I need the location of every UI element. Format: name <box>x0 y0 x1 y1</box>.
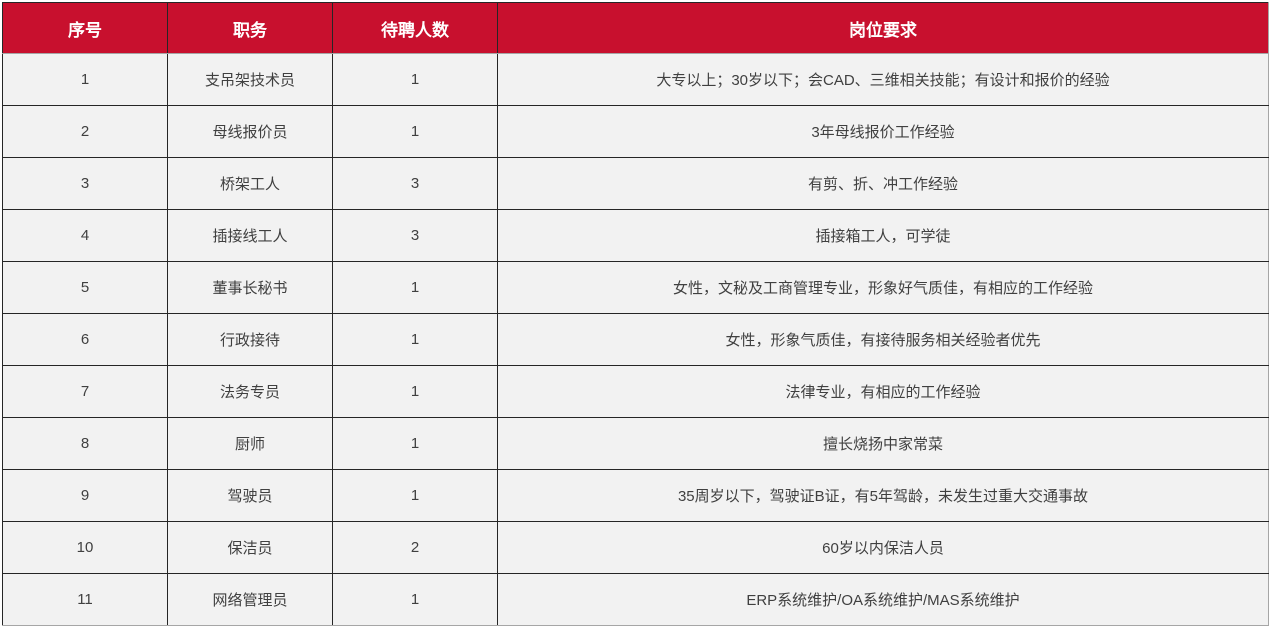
cell-count: 1 <box>332 53 498 106</box>
cell-no: 2 <box>2 105 168 158</box>
table-row: 1 支吊架技术员 1 大专以上；30岁以下；会CAD、三维相关技能；有设计和报价… <box>2 53 1269 106</box>
cell-position: 厨师 <box>167 417 333 470</box>
cell-position: 法务专员 <box>167 365 333 418</box>
table-row: 5 董事长秘书 1 女性，文秘及工商管理专业，形象好气质佳，有相应的工作经验 <box>2 261 1269 314</box>
table-row: 6 行政接待 1 女性，形象气质佳，有接待服务相关经验者优先 <box>2 313 1269 366</box>
cell-no: 5 <box>2 261 168 314</box>
cell-count: 1 <box>332 469 498 522</box>
cell-requirements: 35周岁以下，驾驶证B证，有5年驾龄，未发生过重大交通事故 <box>497 469 1269 522</box>
job-table-body: 1 支吊架技术员 1 大专以上；30岁以下；会CAD、三维相关技能；有设计和报价… <box>2 53 1269 626</box>
cell-count: 1 <box>332 417 498 470</box>
table-row: 3 桥架工人 3 有剪、折、冲工作经验 <box>2 157 1269 210</box>
header-cell-no: 序号 <box>2 2 168 54</box>
cell-no: 8 <box>2 417 168 470</box>
cell-requirements: 大专以上；30岁以下；会CAD、三维相关技能；有设计和报价的经验 <box>497 53 1269 106</box>
cell-no: 3 <box>2 157 168 210</box>
table-row: 8 厨师 1 擅长烧扬中家常菜 <box>2 417 1269 470</box>
cell-requirements: ERP系统维护/OA系统维护/MAS系统维护 <box>497 573 1269 626</box>
cell-requirements: 法律专业，有相应的工作经验 <box>497 365 1269 418</box>
cell-count: 1 <box>332 261 498 314</box>
cell-no: 7 <box>2 365 168 418</box>
cell-position: 行政接待 <box>167 313 333 366</box>
cell-requirements: 擅长烧扬中家常菜 <box>497 417 1269 470</box>
job-table-header: 序号 职务 待聘人数 岗位要求 <box>2 2 1269 54</box>
header-cell-position: 职务 <box>167 2 333 54</box>
cell-position: 桥架工人 <box>167 157 333 210</box>
table-row: 2 母线报价员 1 3年母线报价工作经验 <box>2 105 1269 158</box>
cell-no: 4 <box>2 209 168 262</box>
cell-no: 6 <box>2 313 168 366</box>
table-row: 9 驾驶员 1 35周岁以下，驾驶证B证，有5年驾龄，未发生过重大交通事故 <box>2 469 1269 522</box>
cell-position: 驾驶员 <box>167 469 333 522</box>
cell-count: 3 <box>332 209 498 262</box>
cell-count: 1 <box>332 365 498 418</box>
cell-requirements: 3年母线报价工作经验 <box>497 105 1269 158</box>
cell-position: 支吊架技术员 <box>167 53 333 106</box>
cell-position: 董事长秘书 <box>167 261 333 314</box>
table-row: 11 网络管理员 1 ERP系统维护/OA系统维护/MAS系统维护 <box>2 573 1269 626</box>
cell-position: 网络管理员 <box>167 573 333 626</box>
cell-requirements: 有剪、折、冲工作经验 <box>497 157 1269 210</box>
cell-count: 3 <box>332 157 498 210</box>
table-row: 4 插接线工人 3 插接箱工人，可学徒 <box>2 209 1269 262</box>
cell-no: 9 <box>2 469 168 522</box>
cell-count: 1 <box>332 105 498 158</box>
cell-requirements: 女性，形象气质佳，有接待服务相关经验者优先 <box>497 313 1269 366</box>
cell-position: 插接线工人 <box>167 209 333 262</box>
cell-requirements: 女性，文秘及工商管理专业，形象好气质佳，有相应的工作经验 <box>497 261 1269 314</box>
cell-count: 1 <box>332 573 498 626</box>
header-cell-count: 待聘人数 <box>332 2 498 54</box>
table-row: 7 法务专员 1 法律专业，有相应的工作经验 <box>2 365 1269 418</box>
cell-requirements: 60岁以内保洁人员 <box>497 521 1269 574</box>
cell-position: 保洁员 <box>167 521 333 574</box>
header-row: 序号 职务 待聘人数 岗位要求 <box>2 2 1269 54</box>
cell-no: 11 <box>2 573 168 626</box>
cell-no: 1 <box>2 53 168 106</box>
cell-count: 2 <box>332 521 498 574</box>
header-cell-requirements: 岗位要求 <box>497 2 1269 54</box>
cell-no: 10 <box>2 521 168 574</box>
cell-count: 1 <box>332 313 498 366</box>
table-row: 10 保洁员 2 60岁以内保洁人员 <box>2 521 1269 574</box>
cell-requirements: 插接箱工人，可学徒 <box>497 209 1269 262</box>
job-table: 序号 职务 待聘人数 岗位要求 1 支吊架技术员 1 大专以上；30岁以下；会C… <box>2 2 1269 626</box>
cell-position: 母线报价员 <box>167 105 333 158</box>
